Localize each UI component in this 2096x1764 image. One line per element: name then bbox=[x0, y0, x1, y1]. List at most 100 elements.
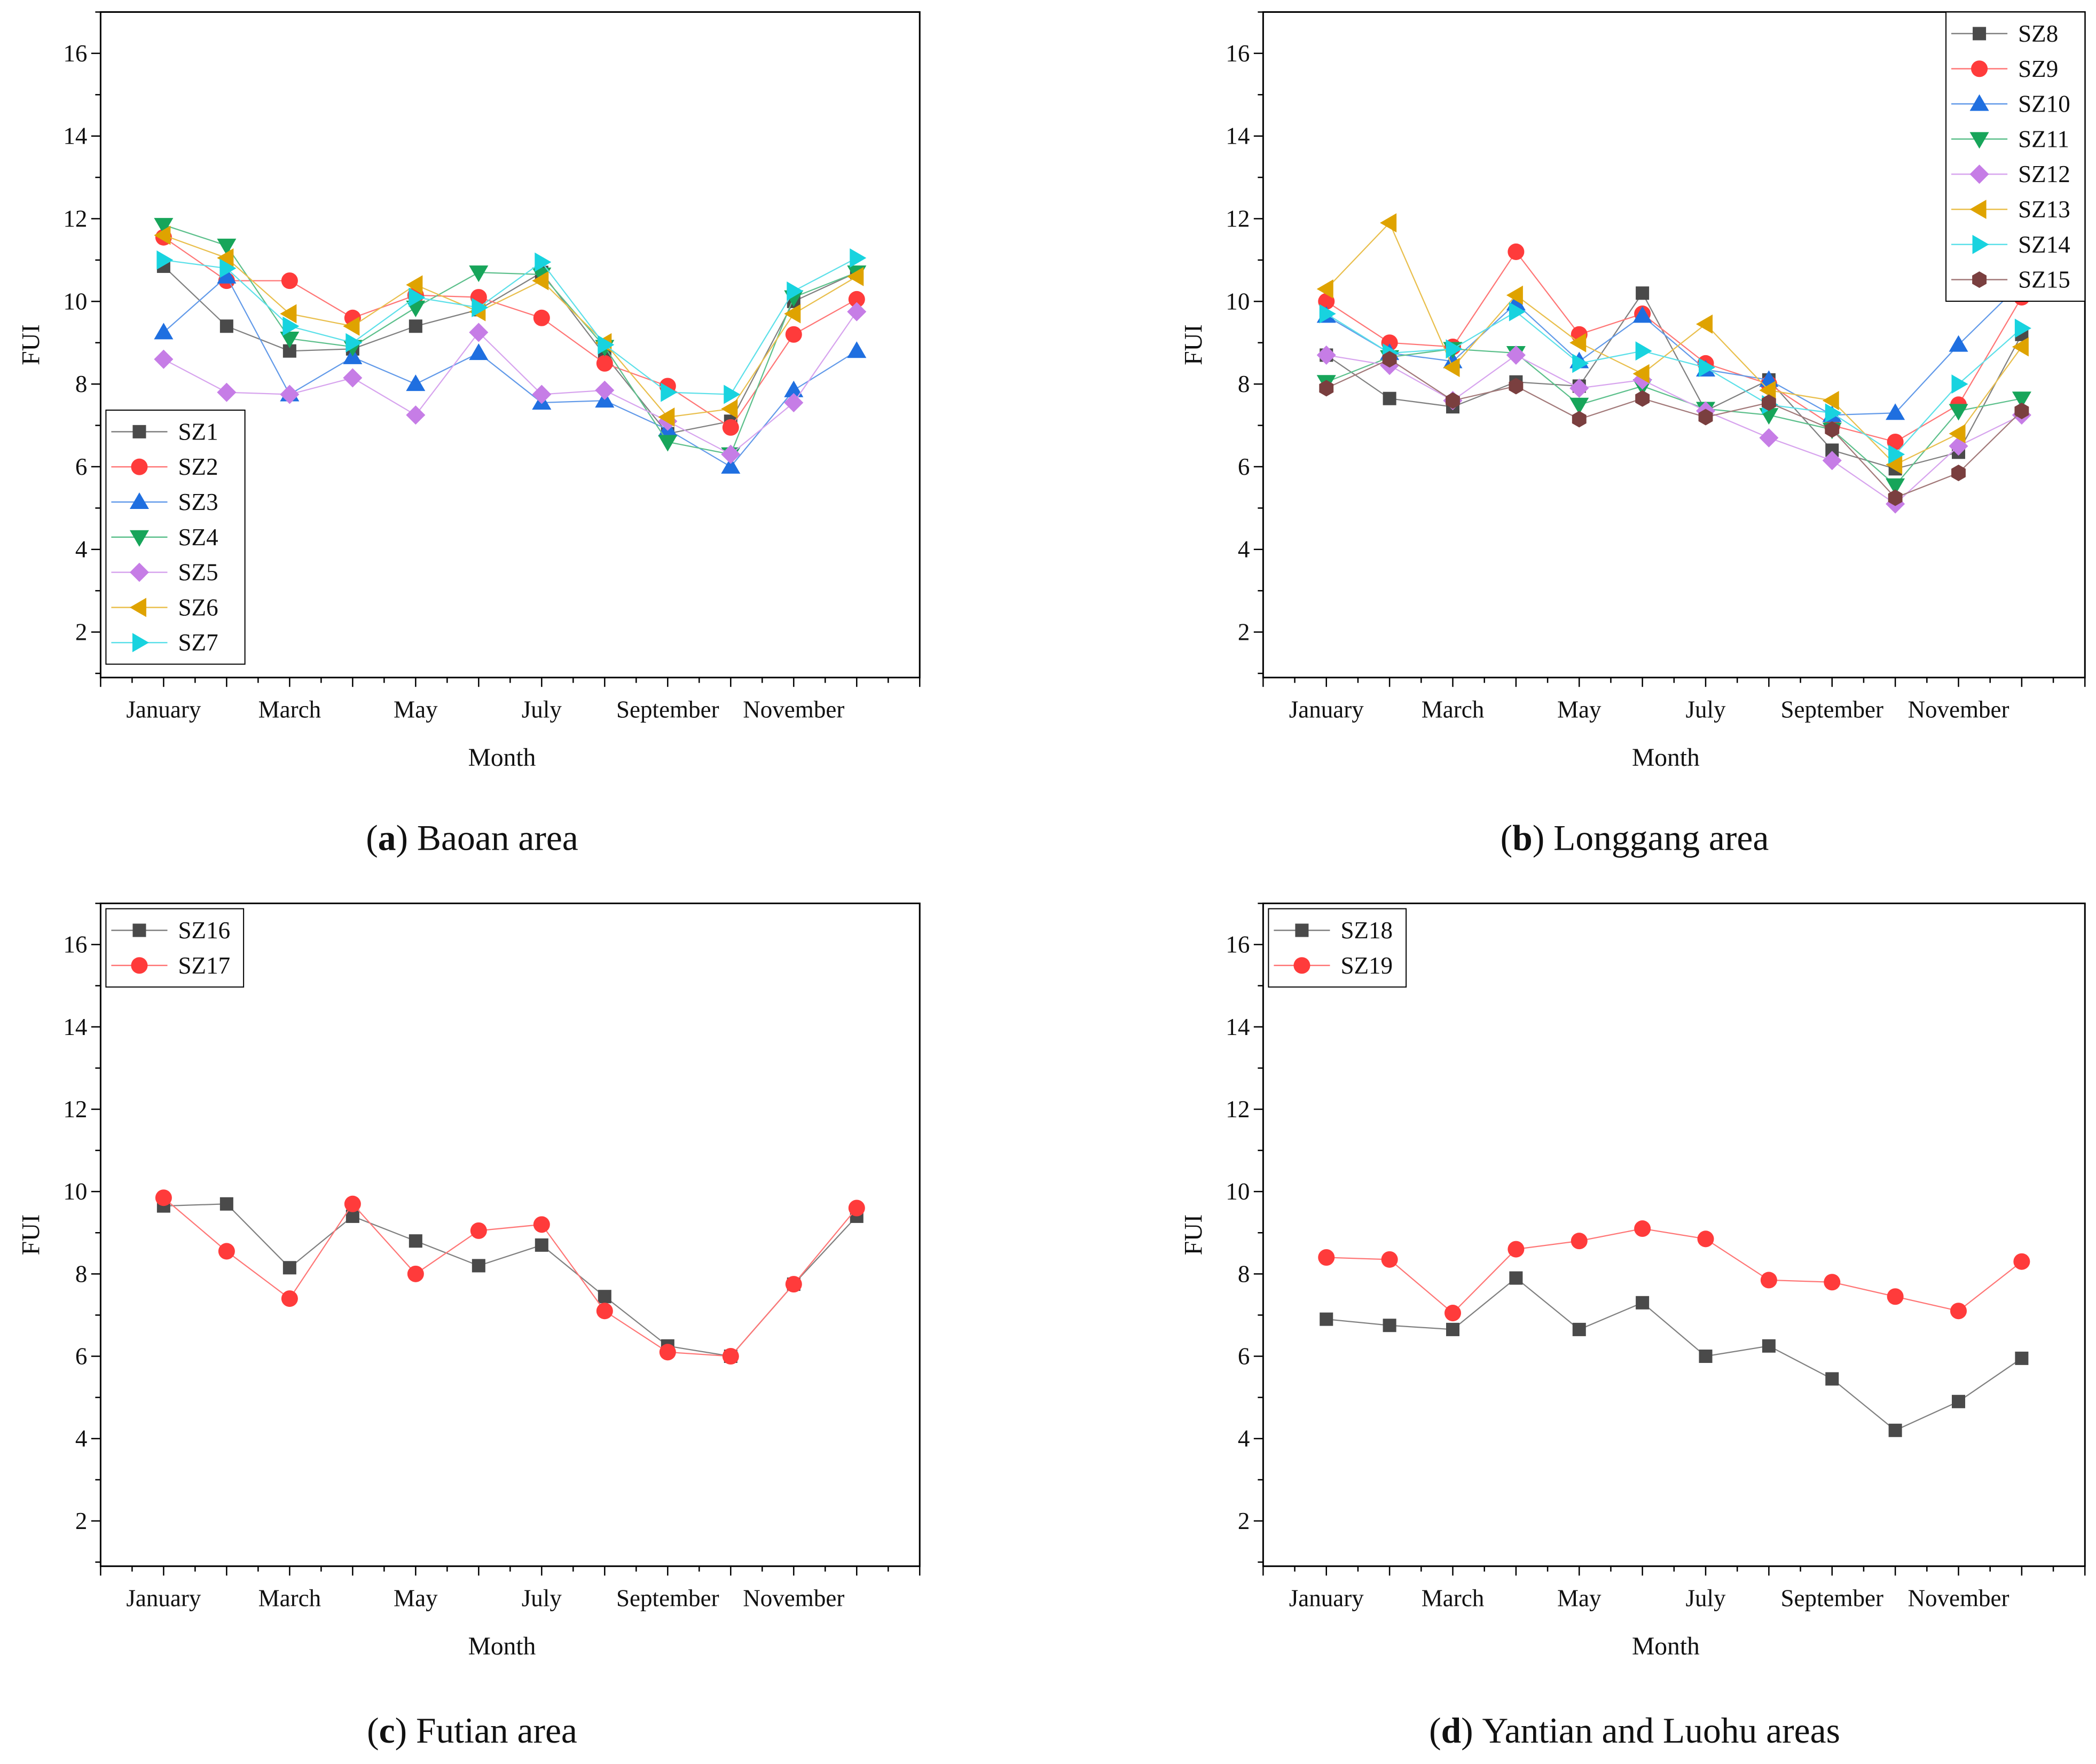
data-point bbox=[1822, 451, 1842, 471]
data-point bbox=[469, 343, 489, 360]
legend-marker bbox=[131, 458, 148, 475]
data-point bbox=[219, 319, 233, 333]
data-point bbox=[406, 275, 423, 295]
data-point bbox=[406, 374, 426, 391]
series-line bbox=[1326, 358, 2022, 499]
y-tick-label: 16 bbox=[1226, 931, 1250, 958]
data-point bbox=[1636, 286, 1650, 300]
series-SZ6 bbox=[154, 225, 864, 427]
y-tick-label: 10 bbox=[63, 288, 87, 315]
legend-item: SZ19 bbox=[1274, 952, 1393, 979]
data-point bbox=[155, 1189, 172, 1206]
chart-panel-c: 2 4 6 8 10 12 14 16 January March May July September… bbox=[17, 903, 921, 1751]
y-tick-label: 14 bbox=[1226, 123, 1250, 150]
series-line bbox=[163, 276, 857, 468]
series-line bbox=[1326, 1277, 2022, 1431]
data-point bbox=[785, 326, 802, 343]
y-tick-label: 6 bbox=[1238, 453, 1250, 480]
legend-box bbox=[105, 908, 245, 988]
legend-label: SZ3 bbox=[178, 489, 218, 515]
chart-panel-b: 2 4 6 8 10 12 14 16 January March May July September… bbox=[1180, 11, 2086, 858]
data-point bbox=[217, 266, 237, 284]
data-point bbox=[470, 1222, 487, 1239]
data-point bbox=[1316, 345, 1336, 365]
data-point bbox=[218, 1243, 235, 1260]
data-point bbox=[1446, 1322, 1460, 1336]
caption-paren-close: ) bbox=[1533, 818, 1553, 858]
legend-label: SZ13 bbox=[2018, 196, 2070, 223]
data-point bbox=[784, 304, 801, 324]
y-tick-label: 8 bbox=[75, 1260, 88, 1287]
series-line bbox=[163, 237, 857, 428]
panel-caption: (c) Futian area bbox=[367, 1711, 577, 1751]
data-point bbox=[1320, 1312, 1333, 1326]
series-line bbox=[163, 224, 857, 455]
data-point bbox=[658, 435, 678, 452]
y-tick-label: 8 bbox=[1238, 1260, 1250, 1287]
data-point bbox=[1571, 1233, 1588, 1250]
chart-panel-d: 2 4 6 8 10 12 14 16 January March May July September… bbox=[1180, 903, 2086, 1751]
x-tick-label: March bbox=[258, 1585, 321, 1612]
series-line bbox=[1325, 222, 2022, 466]
data-point bbox=[1319, 380, 1334, 397]
legend: SZ16 SZ17 bbox=[105, 908, 245, 988]
data-point bbox=[850, 248, 867, 268]
plot-frame bbox=[1262, 903, 2086, 1567]
y-tick-label: 14 bbox=[63, 123, 87, 150]
data-point bbox=[724, 385, 741, 404]
y-tick-label: 4 bbox=[75, 1425, 88, 1452]
data-point bbox=[2014, 318, 2031, 338]
data-point bbox=[1569, 333, 1587, 352]
legend-label: SZ17 bbox=[178, 952, 231, 979]
y-tick-label: 12 bbox=[1226, 206, 1250, 232]
plot-frame bbox=[1262, 11, 2086, 679]
series-line bbox=[163, 1197, 858, 1357]
legend-label: SZ1 bbox=[178, 418, 218, 445]
data-point bbox=[1699, 1350, 1713, 1363]
legend-item: SZ14 bbox=[1951, 231, 2070, 258]
data-point bbox=[1444, 1305, 1462, 1322]
x-tick-label: November bbox=[1907, 696, 2009, 723]
data-point bbox=[154, 323, 174, 340]
data-point bbox=[1825, 403, 1842, 423]
x-axis-label: Month bbox=[468, 1633, 536, 1660]
legend-item: SZ10 bbox=[1951, 91, 2070, 117]
caption-text: Futian area bbox=[416, 1711, 577, 1751]
series-line bbox=[163, 311, 858, 456]
data-point bbox=[409, 319, 422, 333]
data-point bbox=[1634, 1220, 1651, 1237]
data-point bbox=[596, 1303, 613, 1320]
y-tick-label: 2 bbox=[75, 1508, 88, 1534]
x-tick-label: July bbox=[522, 1585, 562, 1612]
legend-label: SZ19 bbox=[1340, 952, 1393, 979]
series-SZ17 bbox=[155, 1189, 865, 1365]
caption-paren-close: ) bbox=[1461, 1711, 1482, 1751]
data-point bbox=[1888, 444, 1905, 464]
data-point bbox=[659, 1344, 676, 1361]
y-axis-label: FUI bbox=[1180, 1214, 1207, 1256]
x-tick-label: July bbox=[1685, 1585, 1726, 1612]
legend-label: SZ18 bbox=[1340, 917, 1393, 944]
data-point bbox=[535, 252, 552, 272]
data-point bbox=[343, 316, 360, 336]
legend-box bbox=[1945, 11, 2086, 302]
series-line bbox=[1326, 292, 2022, 469]
y-tick-label: 12 bbox=[63, 206, 87, 232]
data-point bbox=[154, 349, 174, 369]
data-point bbox=[784, 393, 804, 412]
x-tick-label: March bbox=[258, 696, 321, 723]
caption-paren-open: ( bbox=[1429, 1711, 1441, 1751]
x-tick-label: November bbox=[743, 696, 844, 723]
x-tick-label: March bbox=[1422, 696, 1485, 723]
y-tick-label: 12 bbox=[63, 1096, 87, 1123]
series-SZ15 bbox=[1319, 351, 2029, 506]
x-tick-label: September bbox=[616, 1585, 719, 1612]
legend-marker bbox=[132, 425, 146, 438]
data-point bbox=[280, 304, 297, 324]
series-SZ11 bbox=[1316, 342, 2031, 495]
data-point bbox=[281, 272, 298, 289]
data-point bbox=[1506, 285, 1523, 305]
data-point bbox=[1825, 1372, 1839, 1386]
y-tick-label: 10 bbox=[63, 1178, 87, 1205]
caption-text: Baoan area bbox=[417, 818, 578, 858]
